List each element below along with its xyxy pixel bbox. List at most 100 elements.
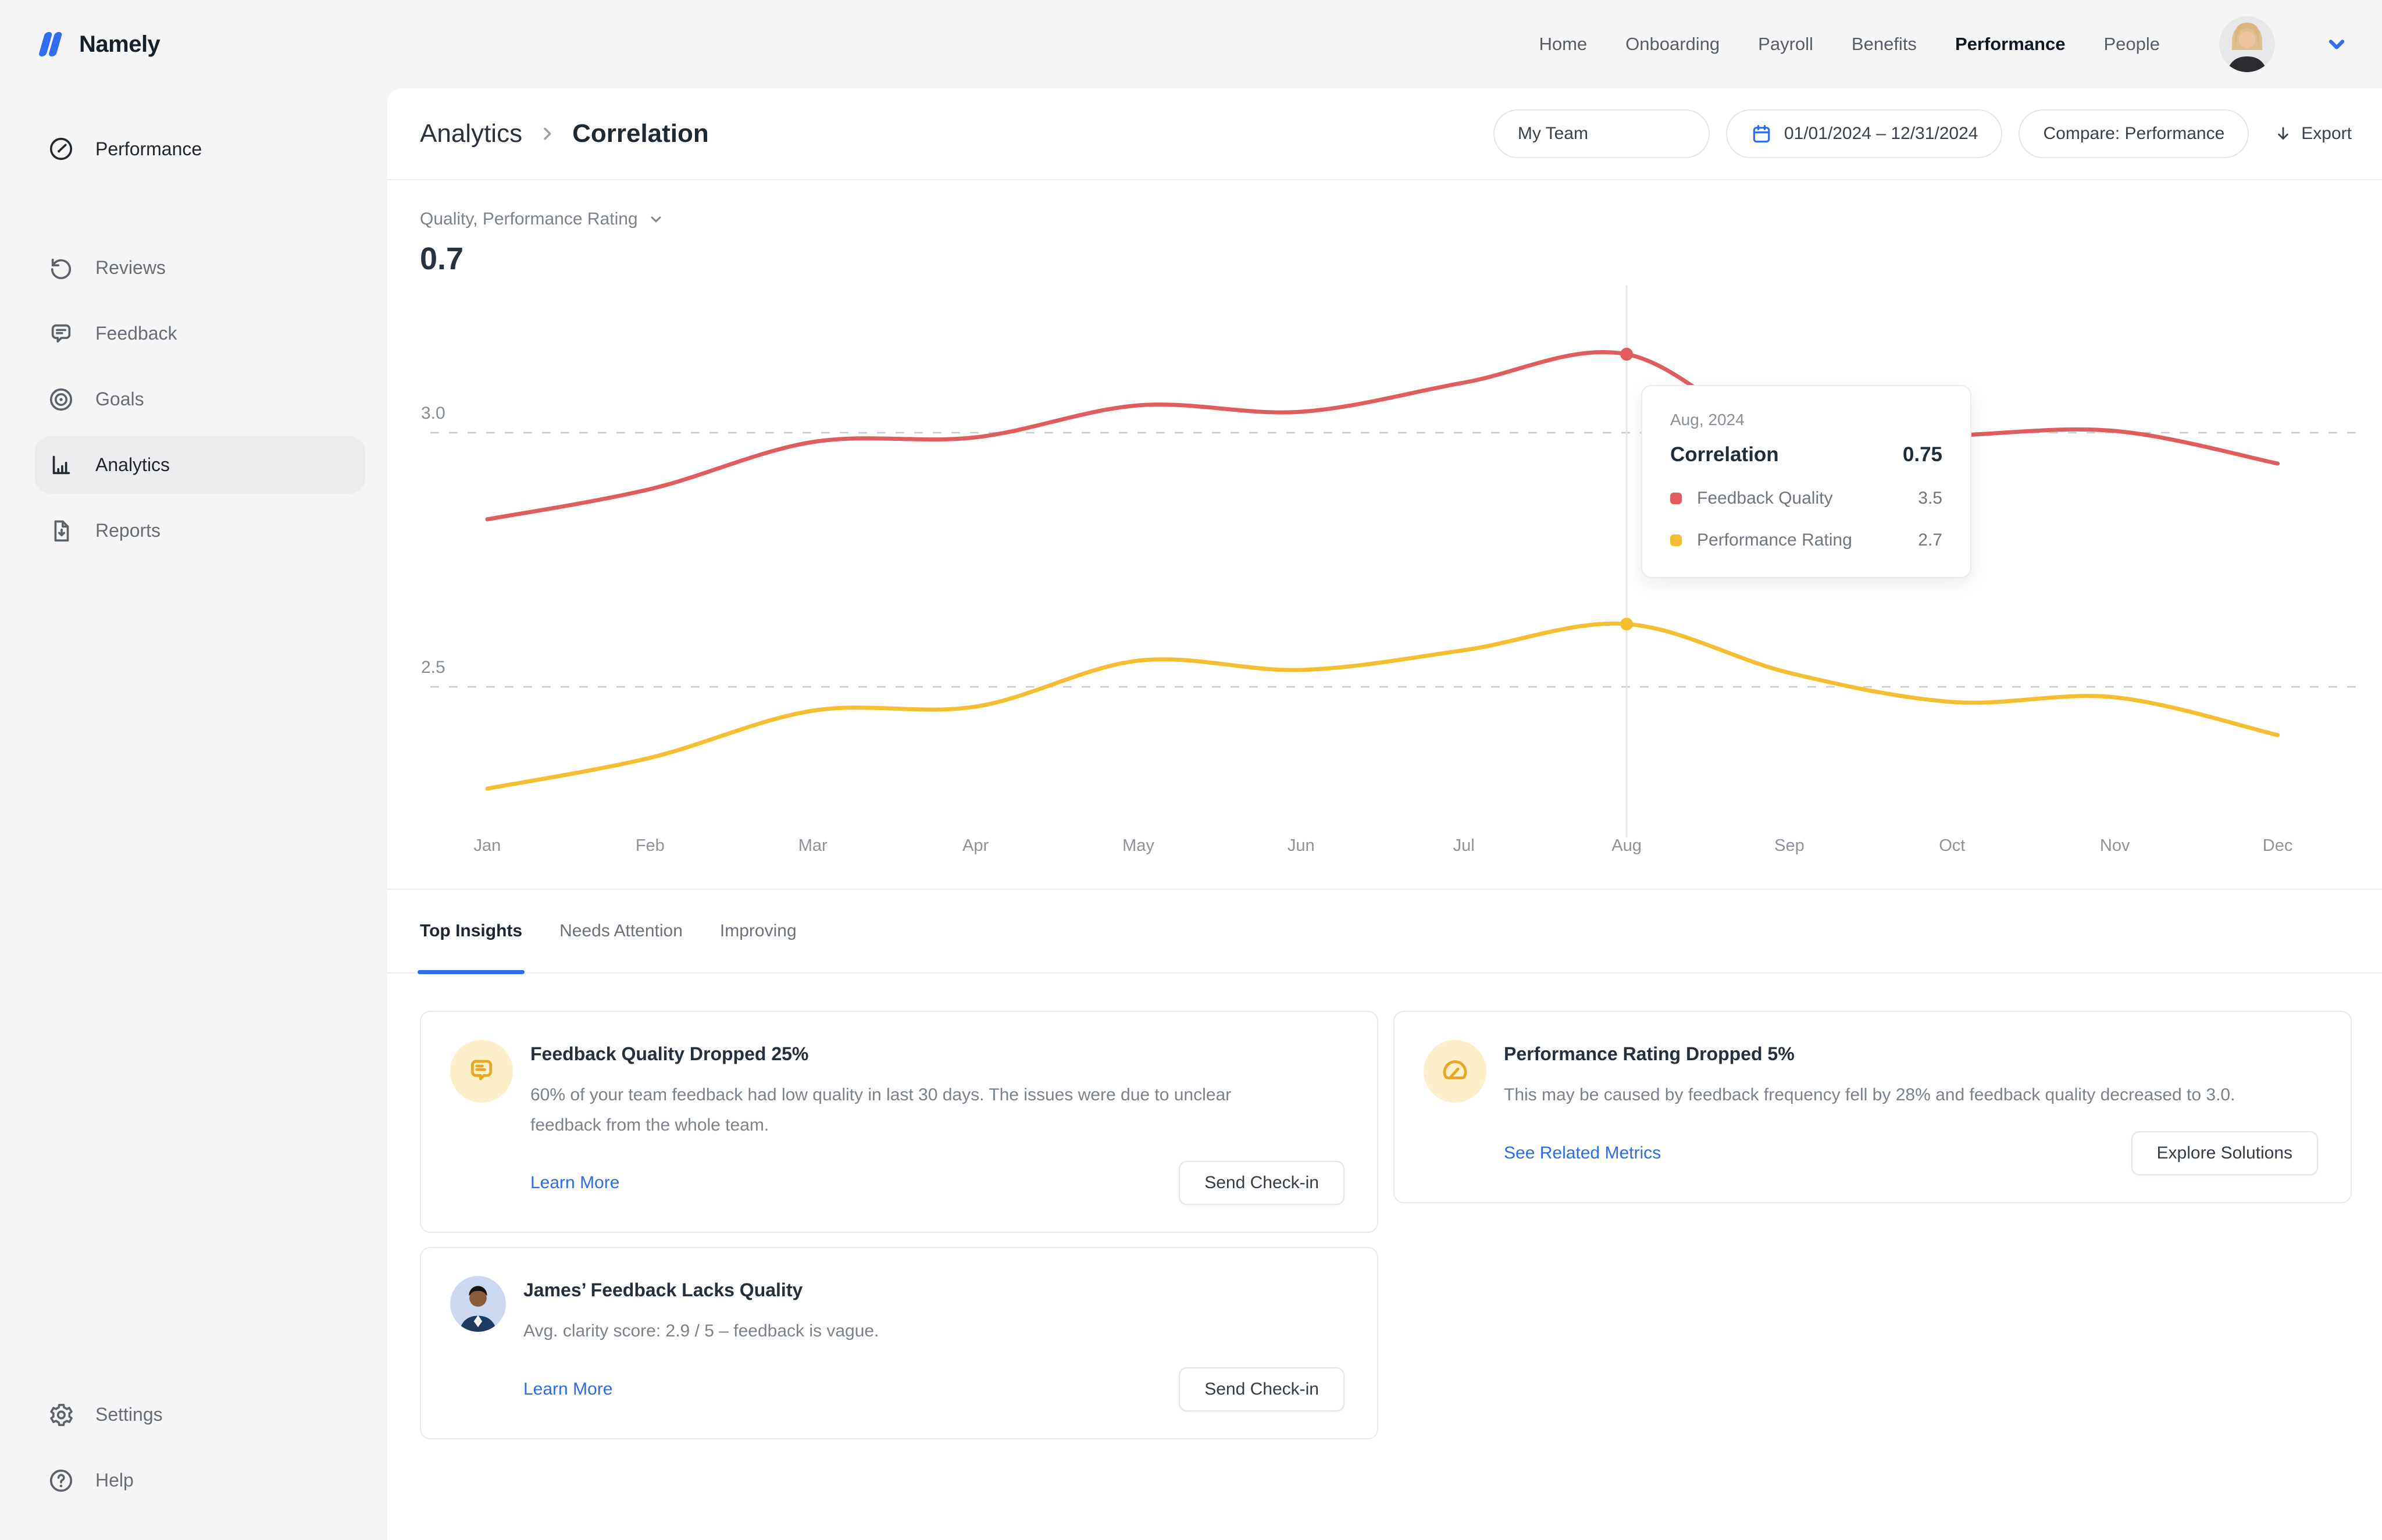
tooltip-series-label: Performance Rating: [1697, 530, 1852, 550]
insight-body: 60% of your team feedback had low qualit…: [530, 1080, 1307, 1140]
sidebar-item-label: Goals: [95, 388, 144, 410]
line-chart-plot[interactable]: [430, 285, 2361, 837]
sidebar-item-reports[interactable]: Reports: [0, 498, 387, 564]
sidebar-item-label: Analytics: [95, 454, 170, 476]
metric-selector[interactable]: Quality, Performance Rating: [420, 209, 665, 229]
namely-logo-icon: [33, 27, 66, 61]
tooltip-series-label: Feedback Quality: [1697, 489, 1832, 508]
x-axis-label: Dec: [2263, 836, 2293, 855]
header-controls: My Team 01/01/2024 – 12/31/2024 Compare:…: [1493, 109, 2352, 158]
nav-item-payroll[interactable]: Payroll: [1758, 34, 1813, 55]
team-filter-select[interactable]: My Team: [1493, 109, 1710, 158]
gauge-icon: [48, 136, 74, 162]
nav-item-performance[interactable]: Performance: [1955, 34, 2066, 55]
tooltip-row-performance-rating: Performance Rating 2.7: [1670, 530, 1942, 550]
nav-item-home[interactable]: Home: [1539, 34, 1587, 55]
tooltip-date: Aug, 2024: [1670, 411, 1942, 429]
james-avatar: [450, 1276, 506, 1332]
insight-title: Performance Rating Dropped 5%: [1504, 1043, 2318, 1065]
insights-tabs: Top Insights Needs Attention Improving: [387, 890, 2382, 974]
insight-card-performance-rating: Performance Rating Dropped 5% This may b…: [1393, 1011, 2352, 1203]
refresh-icon: [48, 255, 74, 281]
chat-bubble-icon: [466, 1056, 497, 1087]
x-axis-label: Jan: [474, 836, 501, 855]
gear-icon: [48, 1402, 74, 1428]
breadcrumb-correlation: Correlation: [572, 119, 709, 148]
x-axis-label: Aug: [1611, 836, 1642, 855]
sidebar-item-feedback[interactable]: Feedback: [0, 301, 387, 366]
sidebar-item-label: Settings: [95, 1404, 163, 1425]
see-related-metrics-link[interactable]: See Related Metrics: [1504, 1143, 1661, 1163]
tooltip-title: Correlation: [1670, 443, 1779, 466]
nav-item-benefits[interactable]: Benefits: [1852, 34, 1917, 55]
main-panel: Analytics Correlation My Team 01/01/2024…: [387, 88, 2382, 1540]
brand-name: Namely: [79, 31, 160, 58]
breadcrumb: Analytics Correlation: [420, 119, 709, 148]
help-circle-icon: [48, 1467, 74, 1494]
top-bar: Namely Home Onboarding Payroll Benefits …: [0, 0, 2382, 88]
chevron-down-icon: [647, 211, 665, 228]
tab-improving[interactable]: Improving: [720, 921, 797, 972]
x-axis-label: May: [1122, 836, 1154, 855]
sidebar-item-analytics[interactable]: Analytics: [0, 432, 387, 498]
export-label: Export: [2301, 124, 2352, 144]
tab-top-insights[interactable]: Top Insights: [420, 921, 522, 972]
correlation-headline-value: 0.7: [420, 241, 463, 277]
insight-badge: [450, 1040, 513, 1103]
sidebar-item-label: Feedback: [95, 323, 177, 344]
date-range-value: 01/01/2024 – 12/31/2024: [1784, 124, 1978, 144]
explore-solutions-button[interactable]: Explore Solutions: [2131, 1131, 2318, 1175]
sidebar-group: Reviews Feedback Goals Analytics Reports: [0, 235, 387, 564]
tooltip-series-value: 2.7: [1918, 530, 1942, 550]
learn-more-link[interactable]: Learn More: [530, 1173, 619, 1193]
compare-value: Compare: Performance: [2043, 124, 2224, 144]
x-axis-label: Nov: [2100, 836, 2130, 855]
user-avatar[interactable]: [2219, 16, 2275, 72]
x-axis-label: Oct: [1939, 836, 1965, 855]
correlation-chart-section: Quality, Performance Rating 0.7 3.0 2.5 …: [387, 180, 2382, 890]
sidebar-item-help[interactable]: Help: [0, 1448, 387, 1513]
tab-needs-attention[interactable]: Needs Attention: [559, 921, 683, 972]
chart-tooltip: Aug, 2024 Correlation 0.75 Feedback Qual…: [1641, 385, 1971, 578]
send-checkin-button[interactable]: Send Check-in: [1179, 1367, 1345, 1411]
x-axis-label: Jul: [1453, 836, 1475, 855]
sidebar-item-label: Reports: [95, 520, 161, 541]
series-swatch-yellow: [1670, 534, 1682, 546]
sidebar-item-label: Reviews: [95, 257, 166, 279]
export-button[interactable]: Export: [2273, 124, 2352, 144]
x-axis-label: Feb: [636, 836, 665, 855]
nav-item-onboarding[interactable]: Onboarding: [1625, 34, 1720, 55]
metric-selector-label: Quality, Performance Rating: [420, 209, 638, 229]
team-filter-value: My Team: [1518, 124, 1588, 144]
sidebar-item-label: Help: [95, 1470, 134, 1491]
breadcrumb-analytics[interactable]: Analytics: [420, 119, 522, 148]
x-axis-label: Mar: [798, 836, 828, 855]
sidebar-item-reviews[interactable]: Reviews: [0, 235, 387, 301]
insight-title: James’ Feedback Lacks Quality: [523, 1279, 1345, 1301]
sidebar-item-goals[interactable]: Goals: [0, 366, 387, 432]
nav-item-people[interactable]: People: [2103, 34, 2160, 55]
gauge-icon: [1439, 1056, 1471, 1087]
x-axis: JanFebMarAprMayJunJulAugSepOctNovDec: [430, 836, 2361, 862]
insight-card-feedback-quality: Feedback Quality Dropped 25% 60% of your…: [420, 1011, 1378, 1233]
file-download-icon: [48, 518, 74, 544]
insight-card-james: James’ Feedback Lacks Quality Avg. clari…: [420, 1247, 1378, 1439]
tooltip-correlation-value: 0.75: [1903, 443, 1942, 466]
insight-title: Feedback Quality Dropped 25%: [530, 1043, 1345, 1065]
account-chevron-down-icon[interactable]: [2324, 31, 2349, 57]
sidebar-item-settings[interactable]: Settings: [0, 1382, 387, 1448]
sidebar-item-performance[interactable]: Performance: [0, 121, 387, 177]
x-axis-label: Apr: [962, 836, 989, 855]
sidebar-item-label: Performance: [95, 138, 202, 160]
sidebar: Performance Reviews Feedback Goals Analy…: [0, 88, 387, 1540]
compare-select[interactable]: Compare: Performance: [2019, 109, 2249, 158]
learn-more-link[interactable]: Learn More: [523, 1379, 612, 1399]
brand: Namely: [33, 27, 160, 61]
send-checkin-button[interactable]: Send Check-in: [1179, 1161, 1345, 1205]
insight-badge: [1424, 1040, 1486, 1103]
top-nav: Home Onboarding Payroll Benefits Perform…: [1539, 16, 2349, 72]
date-range-picker[interactable]: 01/01/2024 – 12/31/2024: [1726, 109, 2003, 158]
tooltip-row-feedback-quality: Feedback Quality 3.5: [1670, 489, 1942, 508]
target-icon: [48, 386, 74, 413]
insight-cards: Feedback Quality Dropped 25% 60% of your…: [387, 974, 2382, 1439]
